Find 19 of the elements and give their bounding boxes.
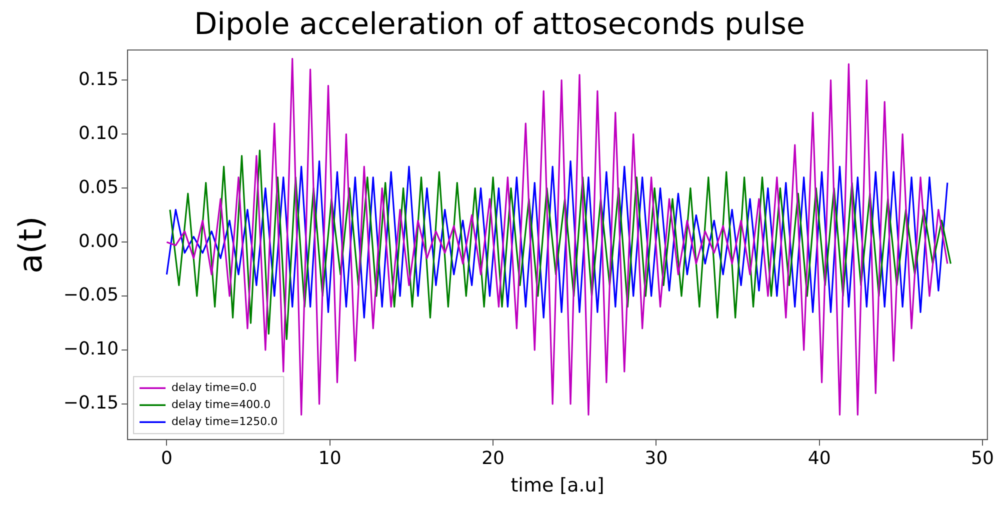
x-tick-label: 30	[644, 448, 668, 470]
x-tick-label: 20	[482, 448, 504, 470]
y-tick-label: −0.05	[63, 284, 119, 306]
y-tick-label: −0.10	[63, 338, 119, 360]
y-tick-label: 0.10	[78, 122, 119, 144]
x-tick-label: 50	[971, 448, 994, 470]
x-tick-label: 10	[318, 448, 342, 470]
x-tick-label: 0	[160, 448, 172, 470]
y-tick-label: 0.00	[78, 230, 119, 252]
y-axis-title: a(t)	[12, 216, 50, 274]
x-axis-title: time [a.u]	[510, 474, 604, 497]
legend-label: delay time=1250.0	[172, 414, 278, 428]
y-tick-label: 0.15	[78, 68, 119, 90]
y-tick-label: −0.15	[63, 392, 119, 414]
x-tick-label: 40	[808, 448, 831, 470]
legend-label: delay time=400.0	[172, 398, 271, 411]
y-tick-label: 0.05	[78, 176, 119, 198]
chart-title: Dipole acceleration of attoseconds pulse	[194, 6, 805, 42]
legend-label: delay time=0.0	[172, 380, 257, 394]
